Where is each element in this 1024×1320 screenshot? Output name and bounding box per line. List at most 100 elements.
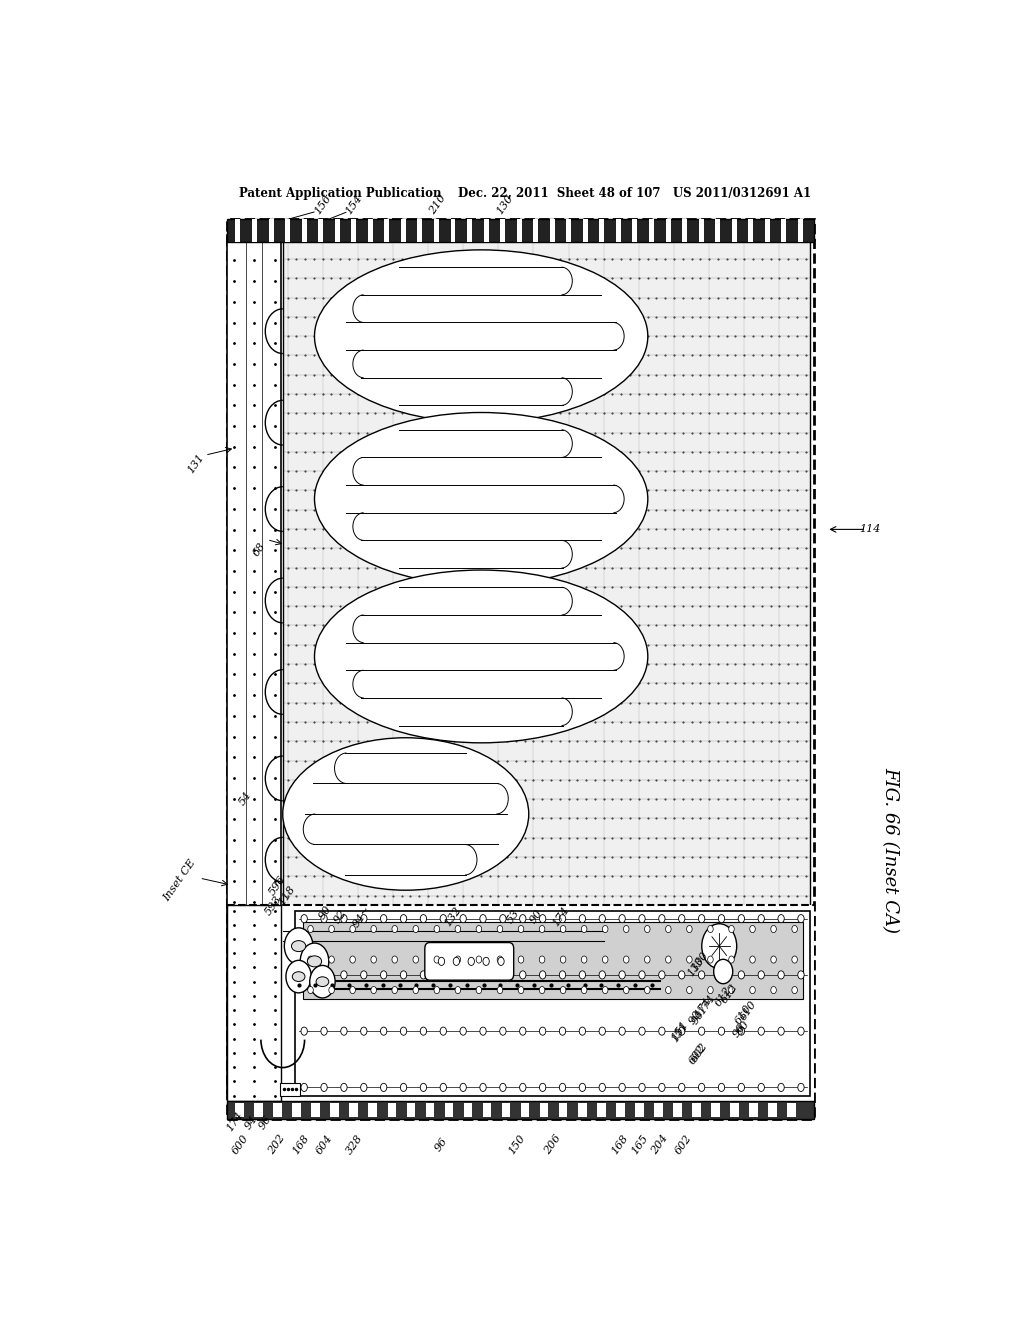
Circle shape [519, 915, 526, 923]
Bar [566, 219, 571, 242]
Bar [517, 219, 521, 242]
Circle shape [738, 1084, 744, 1092]
Circle shape [559, 970, 565, 979]
Text: Inset CE: Inset CE [162, 857, 198, 903]
Circle shape [679, 1084, 685, 1092]
Bar [482, 1102, 492, 1117]
Circle shape [750, 925, 756, 933]
Circle shape [381, 1084, 387, 1092]
Text: 96: 96 [257, 1113, 273, 1131]
Text: 90: 90 [528, 908, 545, 925]
Bar [254, 1102, 263, 1117]
Bar [384, 219, 389, 242]
Circle shape [738, 970, 744, 979]
Circle shape [687, 986, 692, 994]
Circle shape [440, 1084, 446, 1092]
Circle shape [360, 915, 367, 923]
Circle shape [559, 1027, 565, 1035]
Text: 90: 90 [687, 1008, 703, 1026]
Circle shape [560, 986, 566, 994]
Circle shape [519, 970, 526, 979]
Circle shape [455, 956, 461, 964]
Circle shape [666, 986, 671, 994]
Circle shape [341, 1027, 347, 1035]
Circle shape [460, 915, 466, 923]
Circle shape [698, 970, 705, 979]
Circle shape [540, 915, 546, 923]
Circle shape [301, 915, 307, 923]
Circle shape [580, 1027, 586, 1035]
Circle shape [798, 915, 804, 923]
Circle shape [400, 915, 407, 923]
Circle shape [301, 1027, 307, 1035]
Text: 94~: 94~ [351, 904, 373, 929]
Circle shape [559, 1084, 565, 1092]
Text: 174: 174 [550, 906, 570, 928]
Text: 151: 151 [670, 1019, 690, 1041]
Circle shape [460, 1027, 466, 1035]
Circle shape [701, 924, 736, 969]
Bar [635, 1102, 644, 1117]
Circle shape [644, 925, 650, 933]
Circle shape [329, 986, 335, 994]
Bar [781, 219, 786, 242]
Text: 612: 612 [713, 985, 733, 1008]
Text: 68: 68 [251, 541, 267, 558]
Circle shape [582, 956, 587, 964]
Bar [616, 1102, 625, 1117]
Circle shape [639, 1027, 645, 1035]
Circle shape [360, 1084, 367, 1092]
Bar [295, 911, 811, 1096]
Circle shape [687, 956, 692, 964]
Circle shape [771, 925, 776, 933]
Circle shape [392, 925, 397, 933]
Text: 206: 206 [543, 1133, 563, 1156]
Circle shape [729, 986, 734, 994]
Bar [559, 1102, 567, 1117]
Circle shape [750, 956, 756, 964]
Circle shape [440, 1027, 446, 1035]
Circle shape [540, 1027, 546, 1035]
Text: 174: 174 [693, 995, 714, 1019]
Circle shape [321, 1027, 328, 1035]
Bar [387, 1102, 396, 1117]
Circle shape [476, 956, 481, 964]
Circle shape [687, 925, 692, 933]
Circle shape [350, 986, 355, 994]
Circle shape [718, 915, 725, 923]
Circle shape [500, 1027, 506, 1035]
Bar [407, 1102, 415, 1117]
Circle shape [308, 986, 313, 994]
Circle shape [519, 1084, 526, 1092]
Circle shape [371, 956, 377, 964]
Circle shape [500, 970, 506, 979]
Circle shape [438, 957, 444, 965]
Text: 202: 202 [267, 1133, 288, 1156]
Circle shape [540, 956, 545, 964]
Bar [227, 235, 282, 1093]
Bar [540, 1102, 549, 1117]
Bar [302, 219, 306, 242]
Circle shape [498, 956, 503, 964]
Circle shape [582, 986, 587, 994]
Text: 610: 610 [738, 998, 759, 1022]
Circle shape [758, 1084, 764, 1092]
Circle shape [476, 986, 481, 994]
Bar [281, 1084, 300, 1096]
Bar [283, 235, 811, 1093]
Circle shape [308, 925, 313, 933]
Bar [331, 1102, 339, 1117]
Ellipse shape [316, 977, 329, 986]
Bar [252, 219, 257, 242]
Text: 596: 596 [267, 874, 288, 896]
Circle shape [639, 1084, 645, 1092]
Circle shape [468, 957, 474, 965]
Circle shape [371, 925, 377, 933]
Circle shape [498, 925, 503, 933]
Circle shape [698, 1027, 705, 1035]
Bar [692, 1102, 700, 1117]
Bar [236, 1102, 244, 1117]
Circle shape [540, 1084, 546, 1092]
Circle shape [798, 1027, 804, 1035]
Circle shape [392, 986, 397, 994]
